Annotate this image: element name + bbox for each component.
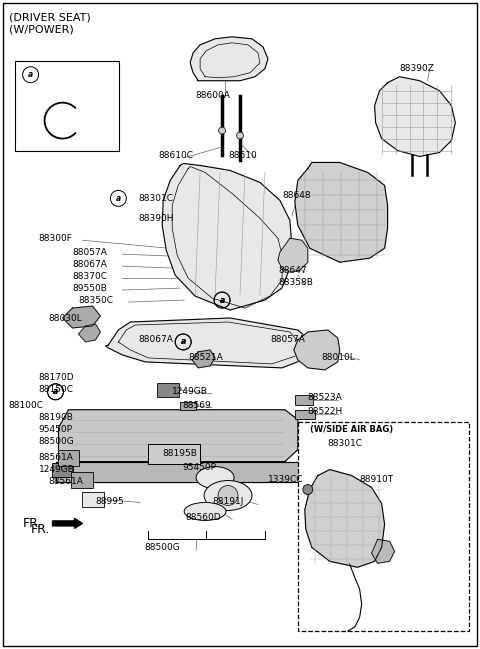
Text: 88358B: 88358B [278,278,313,287]
Polygon shape [78,324,100,342]
Text: 88522H: 88522H [308,407,343,416]
Polygon shape [305,470,384,567]
Ellipse shape [196,467,234,489]
Polygon shape [295,162,387,262]
FancyBboxPatch shape [58,450,80,465]
Bar [15,61,120,151]
Text: 88195B: 88195B [162,449,197,458]
Text: 88610C: 88610C [158,151,193,160]
Polygon shape [56,461,302,482]
Polygon shape [374,77,456,156]
Polygon shape [278,238,308,272]
Text: 88600A: 88600A [195,91,230,100]
Text: 88370C: 88370C [72,272,108,280]
Text: 88010L: 88010L [322,354,356,362]
Polygon shape [62,306,100,328]
Bar [295,410,315,419]
Polygon shape [59,410,298,461]
Circle shape [237,132,243,139]
Text: 88523A: 88523A [308,393,343,402]
Text: a: a [28,70,33,79]
FancyBboxPatch shape [51,463,73,476]
Text: 88191J: 88191J [212,497,243,506]
Bar [298,422,469,631]
Polygon shape [372,539,395,563]
Text: 1339CC: 1339CC [268,475,303,484]
Text: 88067A: 88067A [138,336,173,345]
Text: 88100C: 88100C [9,401,44,410]
Text: 88067A: 88067A [72,260,108,269]
Text: a: a [53,387,58,397]
Text: 95450P: 95450P [182,463,216,472]
Circle shape [218,485,238,506]
Text: 88301C: 88301C [328,439,363,448]
Text: (W/SIDE AIR BAG): (W/SIDE AIR BAG) [310,425,393,434]
Text: 88500G: 88500G [144,543,180,552]
Text: a: a [219,295,225,304]
Text: 88150C: 88150C [38,386,73,395]
Bar [180,402,196,410]
Bar [148,444,200,463]
Text: a: a [53,387,58,397]
Circle shape [303,485,313,495]
Text: 88190B: 88190B [38,413,73,422]
Text: a: a [116,194,121,203]
Text: 88300F: 88300F [38,234,72,243]
Circle shape [218,127,226,134]
Text: (W/POWER): (W/POWER) [9,25,73,35]
Text: 88057A: 88057A [72,248,108,257]
Text: FR.: FR. [23,517,42,530]
Text: 88560D: 88560D [185,513,221,522]
Text: 88390H: 88390H [138,214,174,223]
Text: 1249GB: 1249GB [38,465,74,474]
Text: 89550B: 89550B [72,284,108,293]
FancyBboxPatch shape [72,472,94,487]
Text: 88030L: 88030L [48,313,82,323]
Ellipse shape [184,502,226,520]
Bar [295,395,313,405]
Text: 88647: 88647 [278,265,307,275]
Text: 88561A: 88561A [48,477,84,486]
Text: (DRIVER SEAT): (DRIVER SEAT) [9,13,90,23]
Text: 88910T: 88910T [360,475,394,484]
Polygon shape [162,164,292,310]
Text: 88648: 88648 [282,191,311,200]
FancyArrow shape [52,519,83,528]
Text: 88350C: 88350C [78,295,113,304]
Text: 88301C: 88301C [138,194,173,203]
Text: 1249GB: 1249GB [172,387,208,397]
Polygon shape [106,318,312,368]
Polygon shape [190,37,268,80]
Text: 88995: 88995 [96,497,124,506]
Text: 95450P: 95450P [38,425,72,434]
Text: 88170D: 88170D [38,373,74,382]
Text: 88561A: 88561A [38,453,73,462]
Ellipse shape [204,480,252,511]
Text: FR.: FR. [31,523,50,536]
Polygon shape [192,350,215,368]
Text: 88521A: 88521A [188,354,223,362]
Text: 88390Z: 88390Z [399,64,434,73]
Bar [83,491,104,508]
Polygon shape [294,330,340,370]
Text: a: a [180,337,186,347]
Text: 88569: 88569 [182,401,211,410]
FancyBboxPatch shape [157,383,179,397]
Text: 88500G: 88500G [38,437,74,446]
Text: 88057A: 88057A [270,336,305,345]
Text: 88610: 88610 [228,151,257,160]
Text: a: a [180,337,186,347]
Text: 00824: 00824 [55,69,90,80]
Text: a: a [219,295,225,304]
